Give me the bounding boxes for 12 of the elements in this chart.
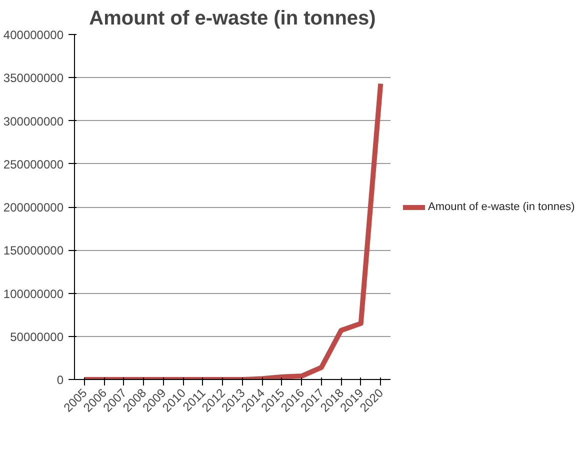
y-tick-label: 200000000 — [3, 200, 64, 214]
y-tick-label: 350000000 — [3, 71, 64, 86]
y-tick-label: 0 — [56, 373, 64, 387]
y-tick-label: 150000000 — [3, 244, 64, 258]
legend-entry: Amount of e-waste (in tonnes) — [403, 200, 575, 216]
y-tick-label: 50000000 — [10, 330, 64, 344]
legend-label: Amount of e-waste (in tonnes) — [428, 200, 575, 215]
chart-title: Amount of e-waste (in tonnes) — [89, 8, 376, 30]
y-tick-label: 400000000 — [3, 28, 64, 42]
y-tick-label: 250000000 — [3, 157, 64, 172]
y-tick-label: 300000000 — [3, 114, 64, 128]
y-tick-label: 100000000 — [3, 286, 64, 301]
